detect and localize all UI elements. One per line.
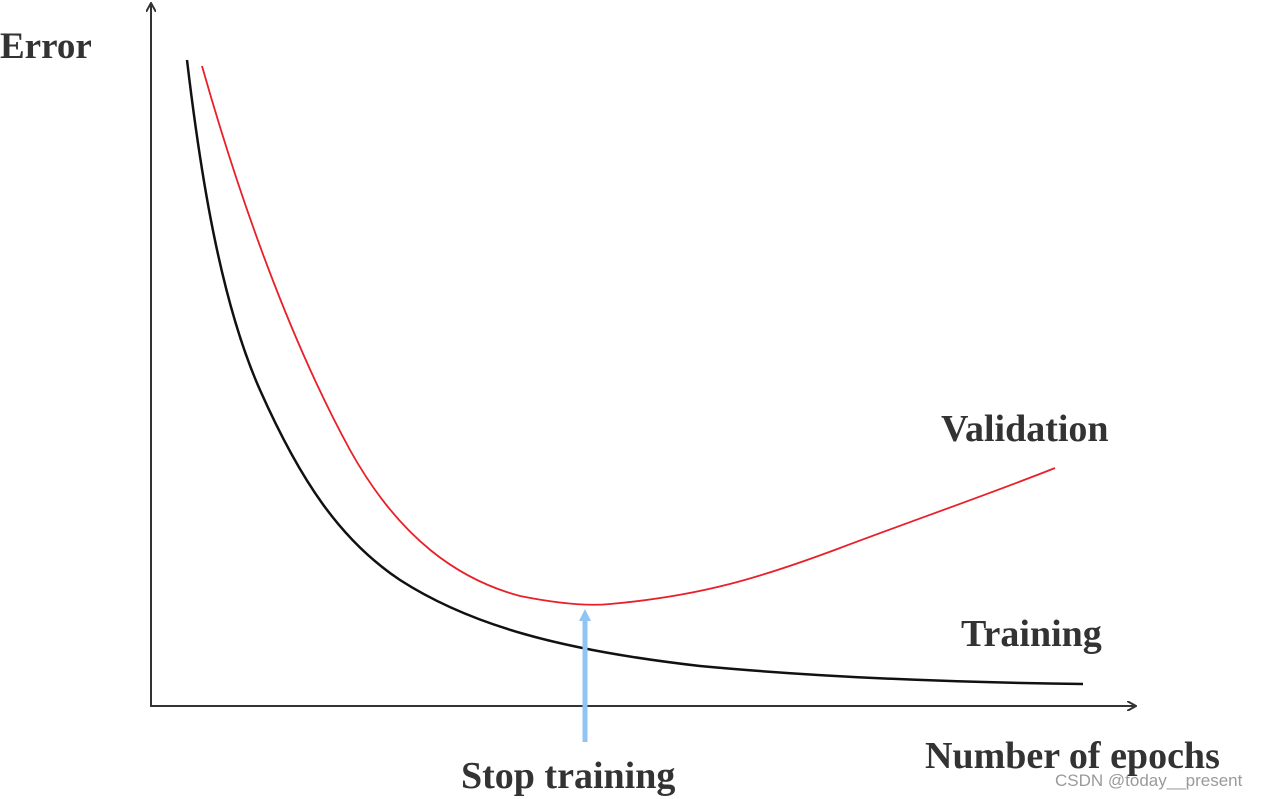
y-axis-label: Error xyxy=(0,26,92,67)
validation-label: Validation xyxy=(941,408,1109,450)
x-axis-label: Number of epochs xyxy=(925,735,1220,777)
watermark: CSDN @today__present xyxy=(1055,771,1243,790)
training-curve xyxy=(185,59,1084,686)
training-label: Training xyxy=(961,613,1102,655)
validation-curve xyxy=(201,65,1056,606)
stop-label: Stop training xyxy=(461,755,675,797)
